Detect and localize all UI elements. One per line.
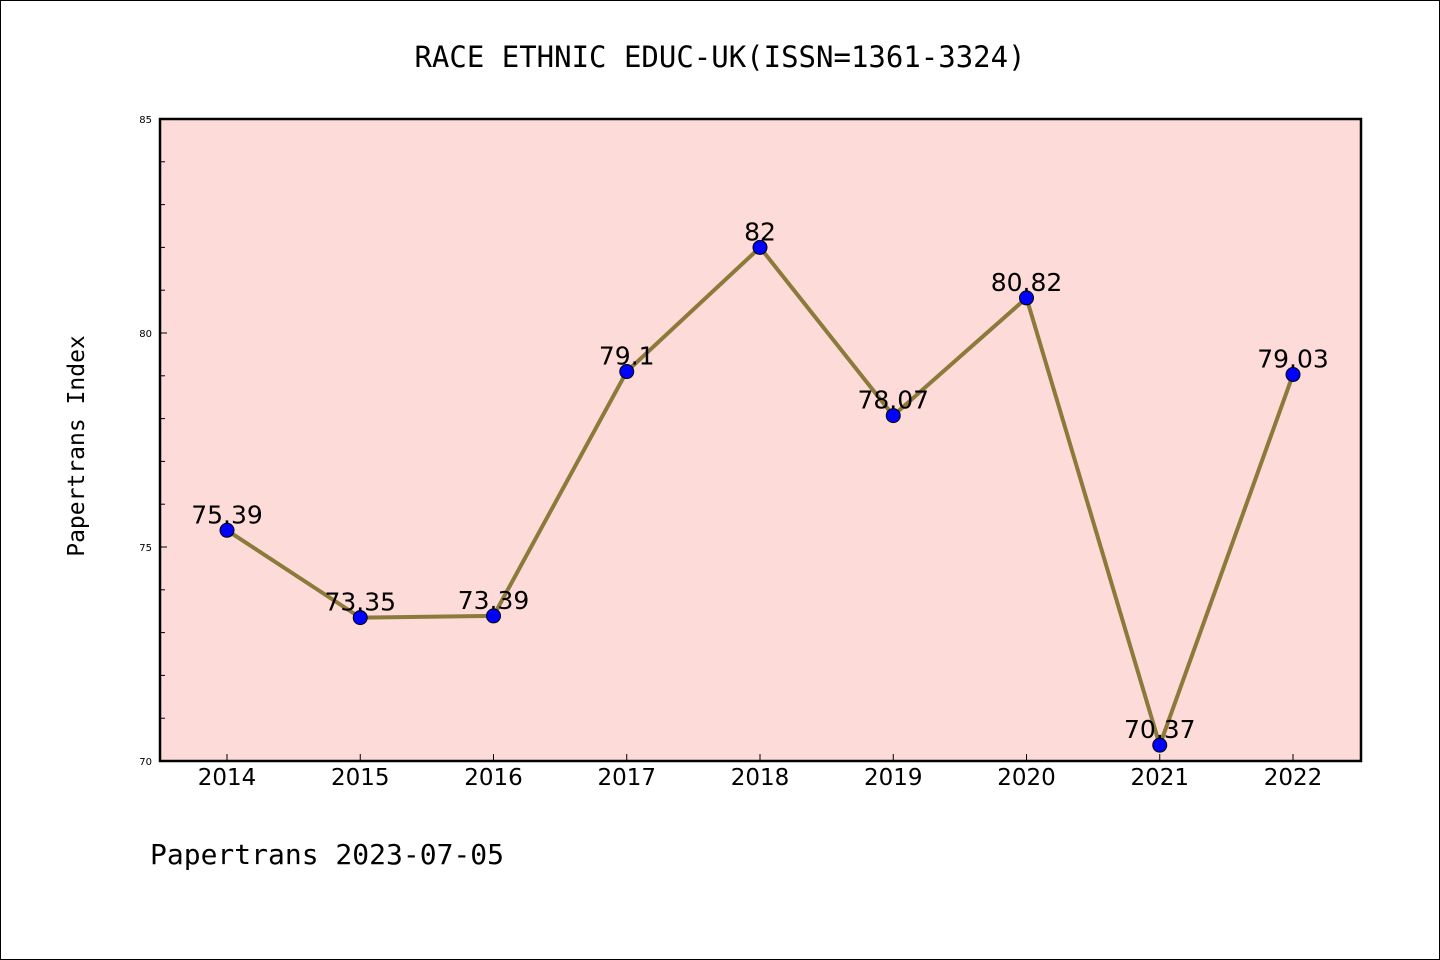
y-axis-label: Papertrans Index bbox=[64, 335, 90, 557]
footer-date: Papertrans 2023-07-05 bbox=[150, 838, 504, 871]
x-tick-label: 2021 bbox=[1130, 765, 1189, 791]
data-labels: 75.39 73.35 73.39 79.1 82 78.07 80.82 70.37 79.0… bbox=[191, 217, 1329, 744]
x-tick-label: 2014 bbox=[198, 765, 257, 791]
data-label: 73.35 bbox=[324, 588, 396, 617]
y-tick-label: 75 bbox=[139, 543, 152, 554]
data-label: 78.07 bbox=[857, 386, 929, 415]
x-tick-label: 2016 bbox=[464, 765, 523, 791]
data-point bbox=[1019, 290, 1034, 306]
chart-title: RACE ETHNIC EDUC-UK(ISSN=1361-3324) bbox=[414, 40, 1025, 74]
data-label: 79.1 bbox=[599, 342, 655, 371]
data-point bbox=[219, 522, 235, 538]
data-point bbox=[885, 408, 901, 424]
x-tick-label: 2022 bbox=[1264, 765, 1323, 791]
data-point bbox=[352, 610, 368, 626]
y-tick-label: 80 bbox=[139, 329, 152, 340]
data-label: 79.03 bbox=[1257, 345, 1329, 374]
data-label: 70.37 bbox=[1124, 715, 1196, 744]
x-tick-label: 2017 bbox=[597, 765, 656, 791]
data-point bbox=[486, 608, 501, 624]
plot-area bbox=[160, 119, 1361, 761]
data-point bbox=[1285, 367, 1301, 383]
x-tick-label: 2019 bbox=[864, 765, 923, 791]
data-point bbox=[752, 239, 768, 255]
data-label: 80.82 bbox=[991, 268, 1063, 297]
data-point bbox=[619, 364, 635, 380]
data-label: 75.39 bbox=[191, 500, 263, 529]
data-point bbox=[1152, 737, 1168, 753]
x-axis: 2014 2015 2016 2017 2018 2019 2020 2021 2022 bbox=[198, 754, 1323, 791]
x-tick-label: 2020 bbox=[997, 765, 1056, 791]
data-label: 73.39 bbox=[458, 586, 530, 615]
x-tick-label: 2015 bbox=[331, 765, 390, 791]
x-tick-label: 2018 bbox=[731, 765, 790, 791]
y-tick-label: 85 bbox=[139, 115, 152, 126]
plot-border bbox=[158, 117, 1363, 763]
data-series bbox=[219, 239, 1301, 753]
y-tick-label: 70 bbox=[139, 757, 152, 768]
data-label: 82 bbox=[744, 217, 776, 246]
